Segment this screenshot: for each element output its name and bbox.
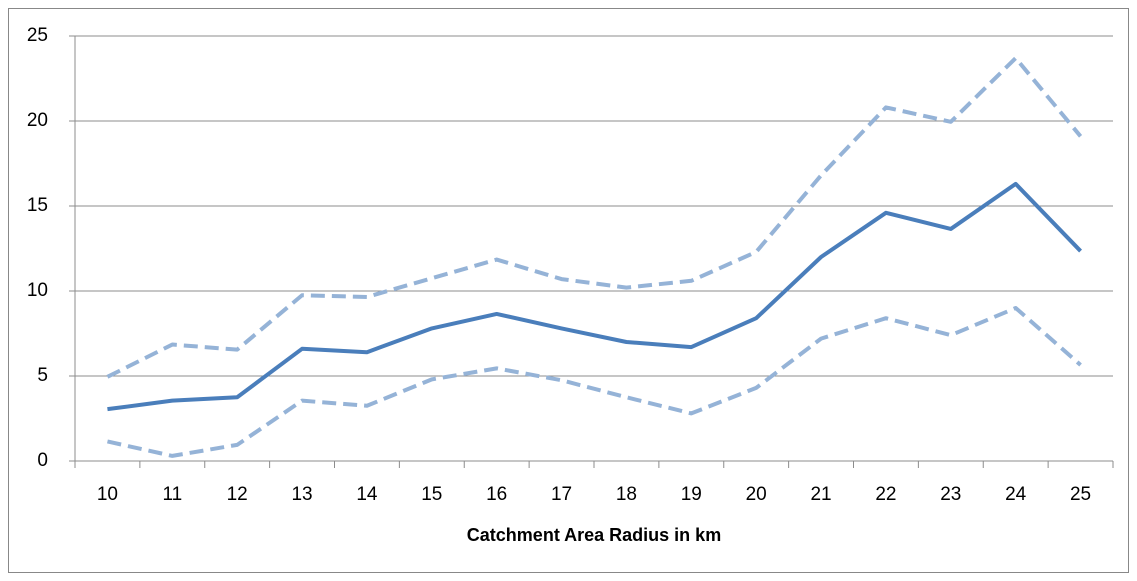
y-tick-label: 20 — [27, 110, 48, 131]
x-tick-label: 12 — [227, 484, 248, 505]
x-tick-label: 16 — [486, 484, 507, 505]
x-tick-label: 13 — [291, 484, 312, 505]
x-tick-label: 20 — [746, 484, 767, 505]
x-tick-label: 14 — [356, 484, 378, 505]
y-tick-label: 5 — [37, 365, 48, 386]
data-line — [107, 181, 1082, 412]
data-line — [107, 306, 1082, 458]
x-tick-label: 24 — [1005, 484, 1027, 505]
y-tick-label: 10 — [27, 280, 48, 301]
data-line — [106, 56, 1083, 379]
x-tick-label: 17 — [551, 484, 572, 505]
x-tick-label: 18 — [616, 484, 637, 505]
x-tick-label: 22 — [875, 484, 896, 505]
x-tick-label: 25 — [1070, 484, 1091, 505]
x-tick-label: 11 — [162, 484, 182, 505]
y-tick-label: 25 — [27, 25, 48, 46]
y-tick-label: 15 — [27, 195, 48, 216]
x-tick-label: 21 — [810, 484, 831, 505]
x-tick-label: 23 — [940, 484, 961, 505]
x-axis-title: Catchment Area Radius in km — [467, 525, 721, 545]
y-tick-label: 0 — [37, 450, 48, 471]
x-tick-label: 10 — [97, 484, 118, 505]
x-tick-label: 15 — [421, 484, 442, 505]
x-tick-label: 19 — [681, 484, 702, 505]
